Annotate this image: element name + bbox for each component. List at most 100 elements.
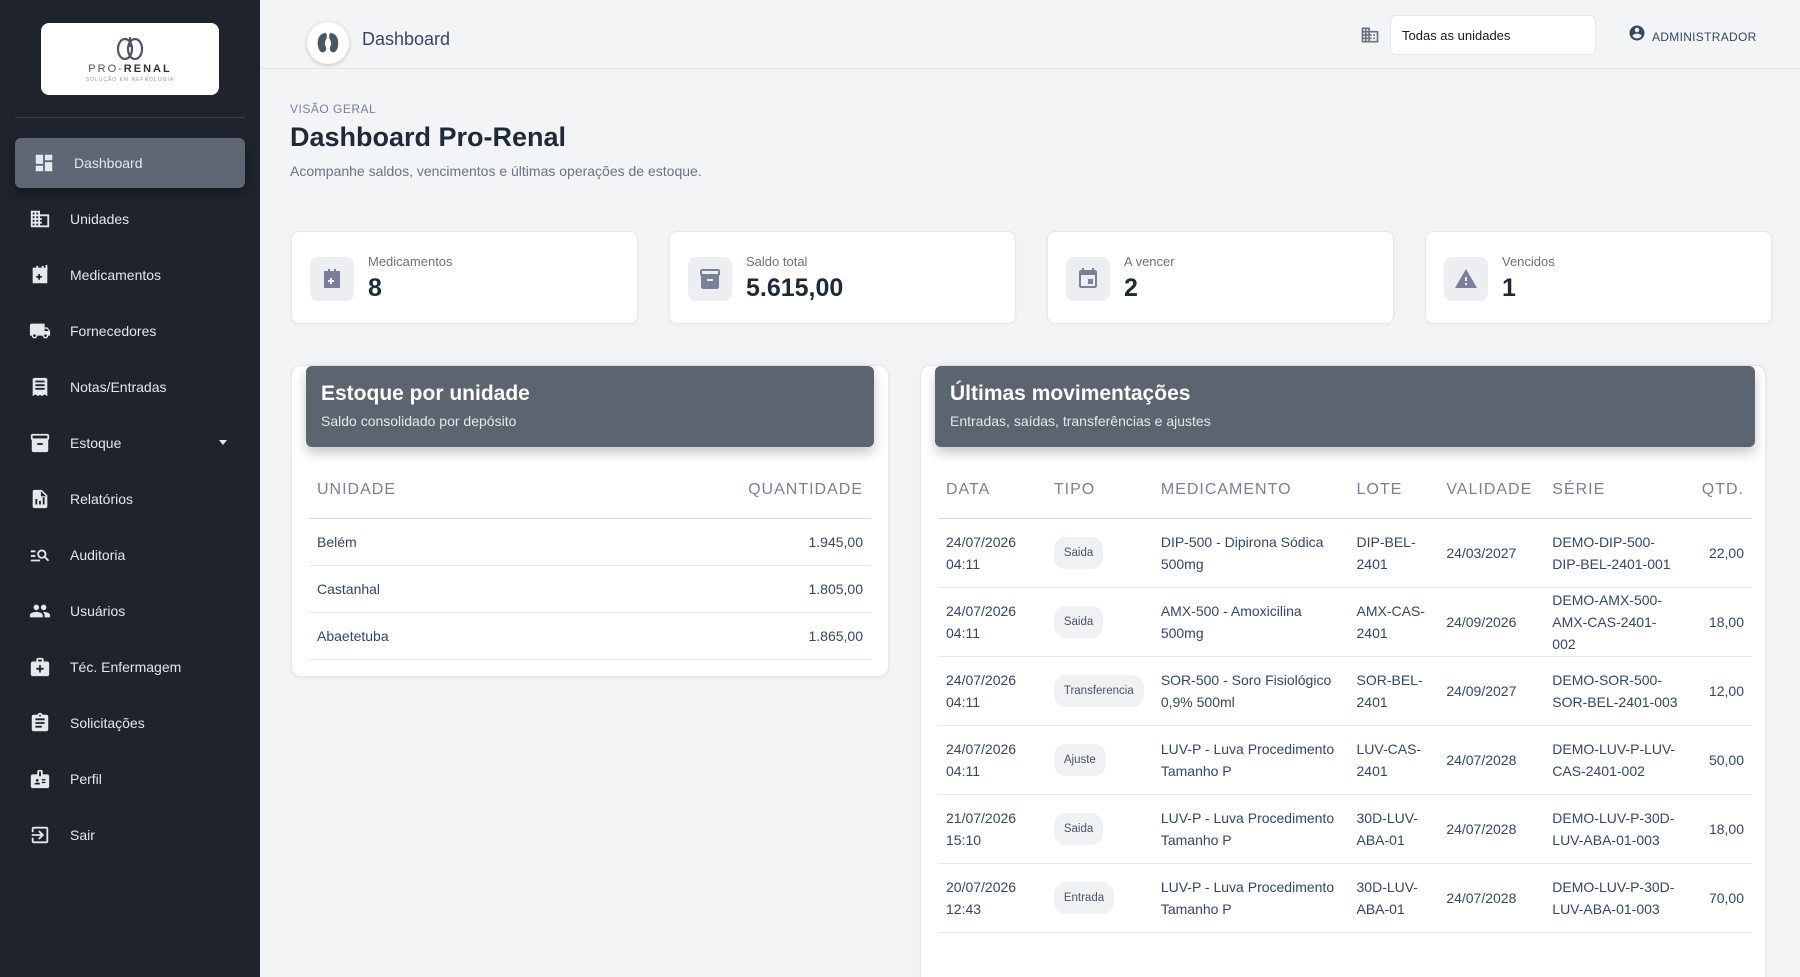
serial-line: LUV-ABA-01-003 (1552, 831, 1660, 848)
sidebar-item-label: Estoque (70, 435, 122, 451)
sidebar-item-label: Fornecedores (70, 323, 157, 339)
type-badge: Transferencia (1053, 674, 1144, 707)
table-row[interactable]: Castanhal 1.805,00 (309, 565, 871, 613)
movement-serial: DEMO-LUV-P-LUV- CAS-2401-002 (1544, 725, 1694, 795)
stat-label: Vencidos (1502, 254, 1555, 269)
column-header-data[interactable]: DATA (938, 463, 1046, 519)
movement-type: Transferencia (1045, 656, 1153, 726)
unit-quantity: 1.805,00 (545, 565, 871, 613)
movement-date: 24/07/2026 04:11 (938, 518, 1046, 588)
stat-label: Medicamentos (368, 254, 453, 269)
column-header-unit[interactable]: UNIDADE (309, 463, 546, 519)
table-row[interactable]: 24/07/2026 04:11 Ajuste LUV-P - Luva Proced… (938, 725, 1752, 795)
sidebar-item-label: Relatórios (70, 491, 134, 507)
logout-icon (29, 824, 51, 846)
type-badge: Entrada (1053, 881, 1115, 914)
movement-serial: DEMO-DIP-500- DIP-BEL-2401-001 (1544, 518, 1694, 588)
lot-line: 2401 (1356, 693, 1388, 710)
table-row[interactable]: 24/07/2026 04:11 Transferencia SOR-500 - So… (938, 656, 1752, 726)
movement-validity: 24/09/2027 (1438, 656, 1545, 726)
column-header-qtd[interactable]: QTD. (1693, 463, 1752, 519)
movement-qty: 12,00 (1693, 656, 1752, 726)
column-header-serie[interactable]: SÉRIE (1544, 463, 1694, 519)
movement-type: Saida (1045, 587, 1153, 657)
sidebar: PRO-RENAL SOLUÇÃO EM NEFROLOGIA Dashboar… (0, 0, 260, 977)
movement-date: 24/07/2026 04:11 (938, 656, 1046, 726)
sidebar-item-fornecedores[interactable]: Fornecedores (15, 306, 245, 356)
sidebar-item-label: Téc. Enfermagem (70, 659, 182, 675)
movement-serial: DEMO-LUV-P-30D- LUV-ABA-01-003 (1544, 794, 1694, 864)
serial-line: SOR-BEL-2401-003 (1552, 693, 1678, 710)
column-header-lote[interactable]: LOTE (1348, 463, 1439, 519)
medication-dosage: 0,9% 500ml (1160, 693, 1235, 710)
movements-panel-title: Últimas movimentações (950, 382, 1191, 405)
sidebar-item-usuarios[interactable]: Usuários (15, 586, 245, 636)
table-row[interactable]: 24/07/2026 04:11 Saida DIP-500 - Dipirona S… (938, 518, 1752, 588)
stat-value: 2 (1124, 274, 1138, 302)
movement-type: Saida (1045, 518, 1153, 588)
sidebar-item-label: Auditoria (70, 547, 126, 563)
movement-medication: DIP-500 - Dipirona Sódica 500mg (1152, 518, 1349, 588)
medical-plus-icon (29, 264, 51, 286)
receipt-icon (29, 376, 51, 398)
type-badge: Ajuste (1053, 743, 1106, 776)
sidebar-item-sair[interactable]: Sair (15, 810, 245, 860)
calendar-icon (1066, 257, 1110, 301)
brand-logo[interactable]: PRO-RENAL SOLUÇÃO EM NEFROLOGIA (41, 23, 219, 95)
table-row[interactable]: 24/07/2026 04:11 Saida AMX-500 - Amoxicilin… (938, 587, 1752, 657)
type-badge: Saida (1053, 812, 1104, 845)
stat-value: 5.615,00 (746, 274, 844, 302)
stat-card-saldo-total: Saldo total 5.615,00 (669, 231, 1016, 324)
topbar-title: Dashboard (362, 29, 451, 49)
lot-line: DIP-BEL- (1356, 533, 1416, 550)
sidebar-item-label: Usuários (70, 603, 126, 619)
sidebar-item-perfil[interactable]: Perfil (15, 754, 245, 804)
sidebar-item-unidades[interactable]: Unidades (15, 194, 245, 244)
movement-lot: AMX-CAS- 2401 (1348, 587, 1439, 657)
sidebar-item-dashboard[interactable]: Dashboard (15, 138, 245, 188)
medication-dosage: 500mg (1160, 555, 1204, 572)
truck-icon (29, 320, 51, 342)
movement-validity: 24/09/2026 (1438, 587, 1545, 657)
movement-lot: DIP-BEL- 2401 (1348, 518, 1439, 588)
column-header-quantity[interactable]: QUANTIDADE (545, 463, 871, 519)
sidebar-divider (15, 117, 245, 118)
unit-select[interactable]: Todas as unidades (1390, 15, 1596, 55)
table-row[interactable]: 21/07/2026 15:10 Saida LUV-P - Luva Procedi… (938, 794, 1752, 864)
serial-line: DEMO-LUV-P-LUV- (1552, 740, 1676, 757)
date-value: 20/07/2026 (946, 878, 1017, 895)
sidebar-item-medicamentos[interactable]: Medicamentos (15, 250, 245, 300)
table-row[interactable]: Belém 1.945,00 (309, 518, 871, 566)
topbar-logo[interactable] (307, 22, 349, 64)
sidebar-item-label: Sair (70, 827, 95, 843)
sidebar-item-relatorios[interactable]: Relatórios (15, 474, 245, 524)
unit-name: Castanhal (309, 565, 546, 613)
dashboard-icon (33, 152, 55, 174)
sidebar-item-tec-enfermagem[interactable]: Téc. Enfermagem (15, 642, 245, 692)
type-badge: Saida (1053, 605, 1104, 638)
medication-dosage: Tamanho P (1160, 762, 1232, 779)
table-row[interactable]: Abaetetuba 1.865,00 (309, 612, 871, 660)
sidebar-item-auditoria[interactable]: Auditoria (15, 530, 245, 580)
column-header-medicamento[interactable]: MEDICAMENTO (1152, 463, 1349, 519)
column-header-validade[interactable]: VALIDADE (1438, 463, 1545, 519)
topbar: Dashboard Todas as unidades ADMINISTRADO… (260, 0, 1800, 69)
sidebar-item-solicitacoes[interactable]: Solicitações (15, 698, 245, 748)
movement-medication: SOR-500 - Soro Fisiológico 0,9% 500ml (1152, 656, 1349, 726)
user-menu[interactable]: ADMINISTRADOR (1628, 22, 1757, 44)
sidebar-item-estoque[interactable]: Estoque (15, 418, 245, 468)
sidebar-item-notas-entradas[interactable]: Notas/Entradas (15, 362, 245, 412)
stat-card-vencidos: Vencidos 1 (1425, 231, 1772, 324)
caret-down-icon[interactable] (219, 440, 227, 445)
date-value: 24/07/2026 (946, 671, 1017, 688)
medication-dosage: Tamanho P (1160, 900, 1232, 917)
column-header-tipo[interactable]: TIPO (1045, 463, 1153, 519)
time-value: 12:43 (946, 900, 982, 917)
archive-icon (688, 257, 732, 301)
table-row[interactable]: 20/07/2026 12:43 Entrada LUV-P - Luva Proce… (938, 863, 1752, 933)
lot-line: SOR-BEL- (1356, 671, 1423, 688)
stock-table: UNIDADE QUANTIDADE Belém 1.945,00 Castanha… (309, 463, 871, 660)
stock-by-unit-panel: Estoque por unidade Saldo consolidado po… (291, 365, 889, 677)
stock-panel-title: Estoque por unidade (321, 382, 530, 405)
stock-panel-subtitle: Saldo consolidado por depósito (321, 413, 517, 429)
